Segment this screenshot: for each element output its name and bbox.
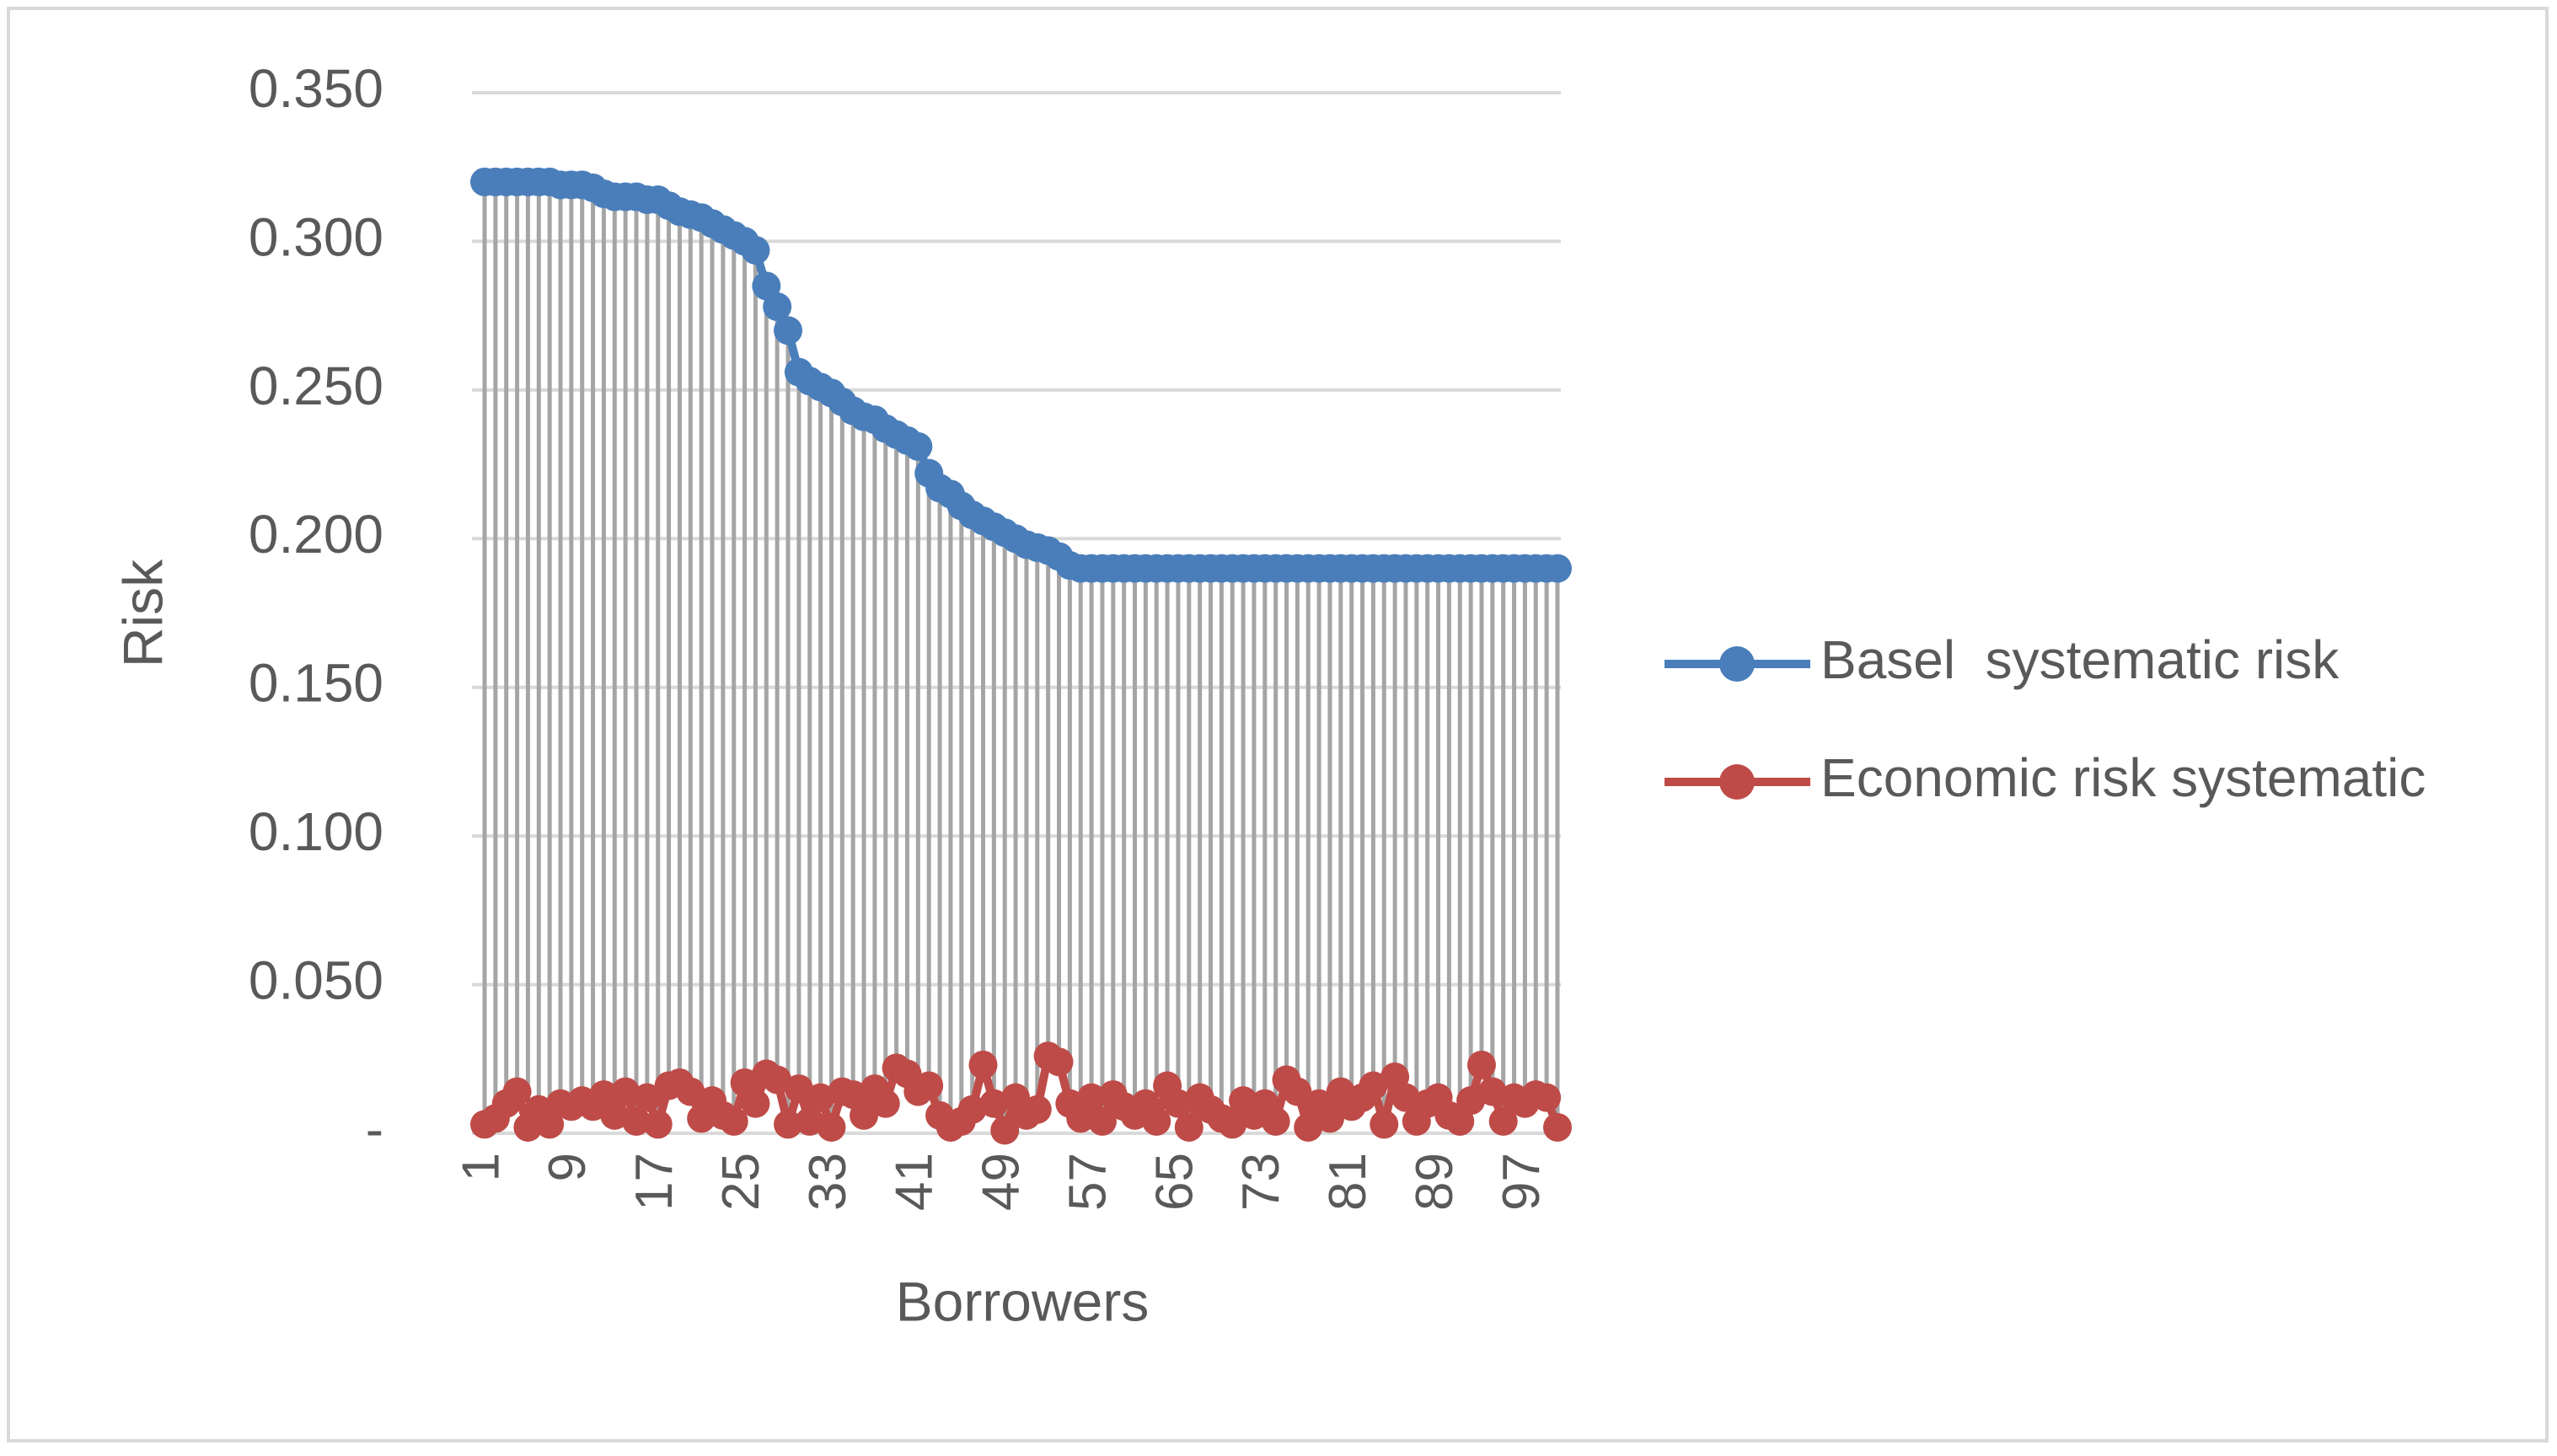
legend-marker [1719,764,1755,800]
data-point [968,1050,998,1079]
data-point [1142,1106,1171,1136]
data-point [795,1106,824,1136]
x-tick-label: 1 [452,1153,510,1181]
y-tick-label: 0.100 [249,801,383,862]
legend-label: Basel systematic risk [1820,629,2340,690]
data-point [817,1112,846,1142]
x-tick-label: 73 [1232,1153,1290,1211]
data-point [763,292,792,322]
x-tick-label: 41 [886,1153,944,1211]
data-point [1488,1106,1518,1136]
data-point [979,1089,1009,1118]
y-tick-label: 0.300 [249,206,383,267]
y-tick-label: 0.150 [249,653,383,714]
y-tick-label: - [366,1099,383,1159]
data-point [1543,554,1572,583]
data-point [957,1095,987,1124]
data-point [719,1106,748,1136]
data-point [1218,1110,1247,1139]
x-tick-label: 65 [1145,1153,1203,1211]
data-point [643,1110,673,1139]
data-point [1077,1083,1107,1112]
legend-marker [1719,646,1755,682]
x-axis-title: Borrowers [896,1270,1150,1332]
data-point [1543,1112,1572,1142]
data-point [622,1106,651,1136]
data-point [1466,1050,1496,1079]
x-tick-label: 89 [1406,1153,1464,1211]
data-point [1370,1110,1399,1139]
data-point [741,236,770,265]
data-point [784,1074,813,1104]
y-axis-title: Risk [111,559,174,667]
y-tick-label: 0.350 [249,58,383,119]
data-point [1456,1086,1486,1116]
data-point [914,1071,944,1100]
y-tick-label: 0.050 [249,950,383,1010]
data-point [611,1077,641,1106]
data-point [1532,1083,1562,1112]
data-point [806,1083,835,1112]
x-tick-label: 9 [539,1153,597,1181]
data-point [774,1110,803,1139]
data-point [1174,1112,1203,1142]
data-point [1477,1077,1507,1106]
x-tick-label: 17 [625,1153,683,1211]
x-tick-label: 25 [712,1153,770,1211]
x-tick-label: 57 [1059,1153,1117,1211]
data-point [741,1089,770,1118]
y-tick-label: 0.250 [249,356,383,416]
x-tick-label: 33 [799,1153,857,1211]
data-point [1283,1077,1312,1106]
data-point [632,1083,662,1112]
x-tick-label: 49 [973,1153,1031,1211]
x-tick-label: 97 [1493,1153,1551,1211]
data-point [850,1100,879,1130]
data-point [871,1089,900,1118]
data-point [990,1116,1020,1145]
data-point [763,1065,792,1095]
data-point [1044,1047,1074,1077]
x-tick-label: 81 [1319,1153,1377,1211]
data-point [676,1077,705,1106]
data-point [1359,1071,1388,1100]
data-point [1391,1083,1420,1112]
data-point [903,431,933,461]
data-point [1294,1112,1323,1142]
legend-label: Economic risk systematic [1820,747,2426,808]
data-point [774,316,803,345]
data-point [1087,1106,1117,1136]
data-point [1022,1095,1052,1124]
data-point [600,1100,630,1130]
data-point [1261,1106,1290,1136]
data-point [1315,1104,1344,1133]
y-tick-label: 0.200 [249,504,383,565]
data-point [1163,1089,1193,1118]
data-point [502,1077,532,1106]
